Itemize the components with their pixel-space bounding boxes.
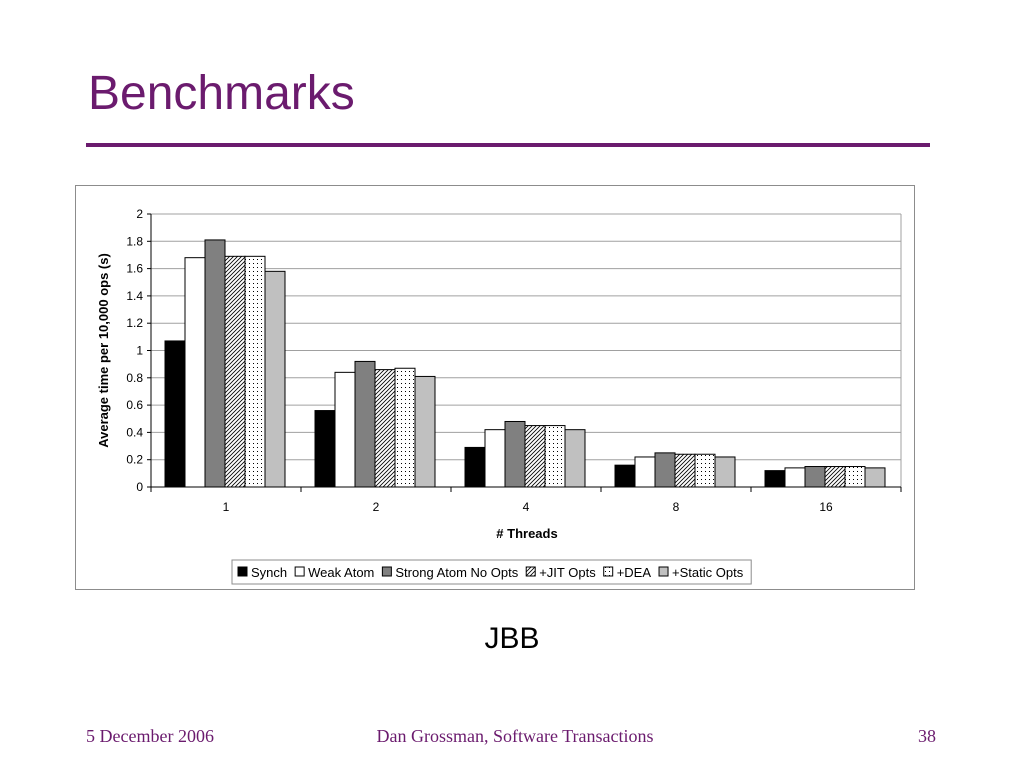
bar--static-opts-1 — [264, 270, 286, 488]
bar-weak-atom-2 — [334, 371, 356, 488]
axes — [147, 213, 902, 492]
legend-label: Weak Atom — [308, 565, 374, 580]
bars — [164, 239, 886, 488]
bar--static-opts-2 — [414, 375, 436, 488]
legend-swatch — [658, 566, 669, 577]
footer-date: 5 December 2006 — [86, 726, 214, 746]
chart-container: 0 0.2 0.4 0.6 0.8 1 1.2 1.4 1.6 1.8 2 1 2 4 8 16 # Threa… — [75, 185, 915, 590]
legend-swatch — [237, 566, 248, 577]
slide-title: Benchmarks — [88, 67, 355, 120]
bar--jit-opts-16 — [824, 466, 846, 488]
bar-synch-2 — [314, 410, 336, 488]
bar--static-opts-8 — [714, 456, 736, 488]
x-tick-label: 1 — [223, 500, 230, 514]
bar-weak-atom-1 — [184, 257, 206, 488]
y-tick-label: 0.4 — [126, 425, 143, 439]
bar-synch-4 — [464, 446, 486, 488]
legend-swatch — [525, 566, 536, 577]
bar--jit-opts-8 — [674, 453, 696, 488]
bar--static-opts-4 — [564, 429, 586, 488]
bar-weak-atom-16 — [784, 467, 806, 488]
axis-labels: 0 0.2 0.4 0.6 0.8 1 1.2 1.4 1.6 1.8 2 1 2 4 8 16 # Threa… — [96, 207, 833, 541]
y-tick-label: 2 — [136, 207, 143, 221]
bar-weak-atom-8 — [634, 456, 656, 488]
page-number: 38 — [918, 726, 936, 746]
y-axis-title: Average time per 10,000 ops (s) — [96, 253, 111, 448]
legend: Synch Weak Atom Strong Atom No Opts +JIT Op… — [231, 559, 752, 585]
bar--dea-1 — [244, 255, 266, 488]
legend-swatch — [603, 566, 614, 577]
bar-strong-atom-no-opts-2 — [354, 360, 376, 488]
bar--jit-opts-2 — [374, 369, 396, 488]
y-tick-label: 1.2 — [126, 316, 143, 330]
bar-chart: 0 0.2 0.4 0.6 0.8 1 1.2 1.4 1.6 1.8 2 1 2 4 8 16 # Threa… — [96, 207, 902, 585]
x-tick-label: 4 — [523, 500, 530, 514]
bar-strong-atom-no-opts-8 — [654, 452, 676, 488]
y-tick-label: 1.8 — [126, 234, 143, 248]
y-tick-label: 0.2 — [126, 453, 143, 467]
x-tick-label: 2 — [373, 500, 380, 514]
x-tick-label: 8 — [673, 500, 680, 514]
legend-swatch — [381, 566, 392, 577]
bar--jit-opts-1 — [224, 255, 246, 488]
bar--dea-8 — [694, 453, 716, 488]
legend-label: Strong Atom No Opts — [395, 565, 518, 580]
y-tick-label: 1.4 — [126, 289, 143, 303]
bar-weak-atom-4 — [484, 429, 506, 488]
x-axis-title: # Threads — [496, 526, 557, 541]
bar-strong-atom-no-opts-16 — [804, 466, 826, 488]
legend-label: +Static Opts — [672, 565, 744, 580]
bar--dea-16 — [844, 466, 866, 488]
bar-synch-16 — [764, 470, 786, 488]
legend-label: +JIT Opts — [539, 565, 596, 580]
legend-swatch — [294, 566, 305, 577]
legend-label: Synch — [251, 565, 287, 580]
y-tick-label: 1.6 — [126, 262, 143, 276]
bar-synch-8 — [614, 464, 636, 488]
bar--dea-4 — [544, 425, 566, 488]
y-tick-label: 0.8 — [126, 371, 143, 385]
bar--static-opts-16 — [864, 467, 886, 488]
bar--dea-2 — [394, 367, 416, 488]
bar-strong-atom-no-opts-4 — [504, 420, 526, 488]
footer-author: Dan Grossman, Software Transactions — [376, 726, 654, 746]
chart-caption: JBB — [484, 622, 540, 655]
y-tick-label: 0 — [136, 480, 143, 494]
x-tick-label: 16 — [819, 500, 833, 514]
legend-label: +DEA — [617, 565, 652, 580]
bar-strong-atom-no-opts-1 — [204, 239, 226, 488]
title-divider — [86, 143, 930, 147]
y-tick-label: 1 — [136, 344, 143, 358]
y-tick-label: 0.6 — [126, 398, 143, 412]
bar--jit-opts-4 — [524, 425, 546, 488]
bar-synch-1 — [164, 340, 186, 488]
